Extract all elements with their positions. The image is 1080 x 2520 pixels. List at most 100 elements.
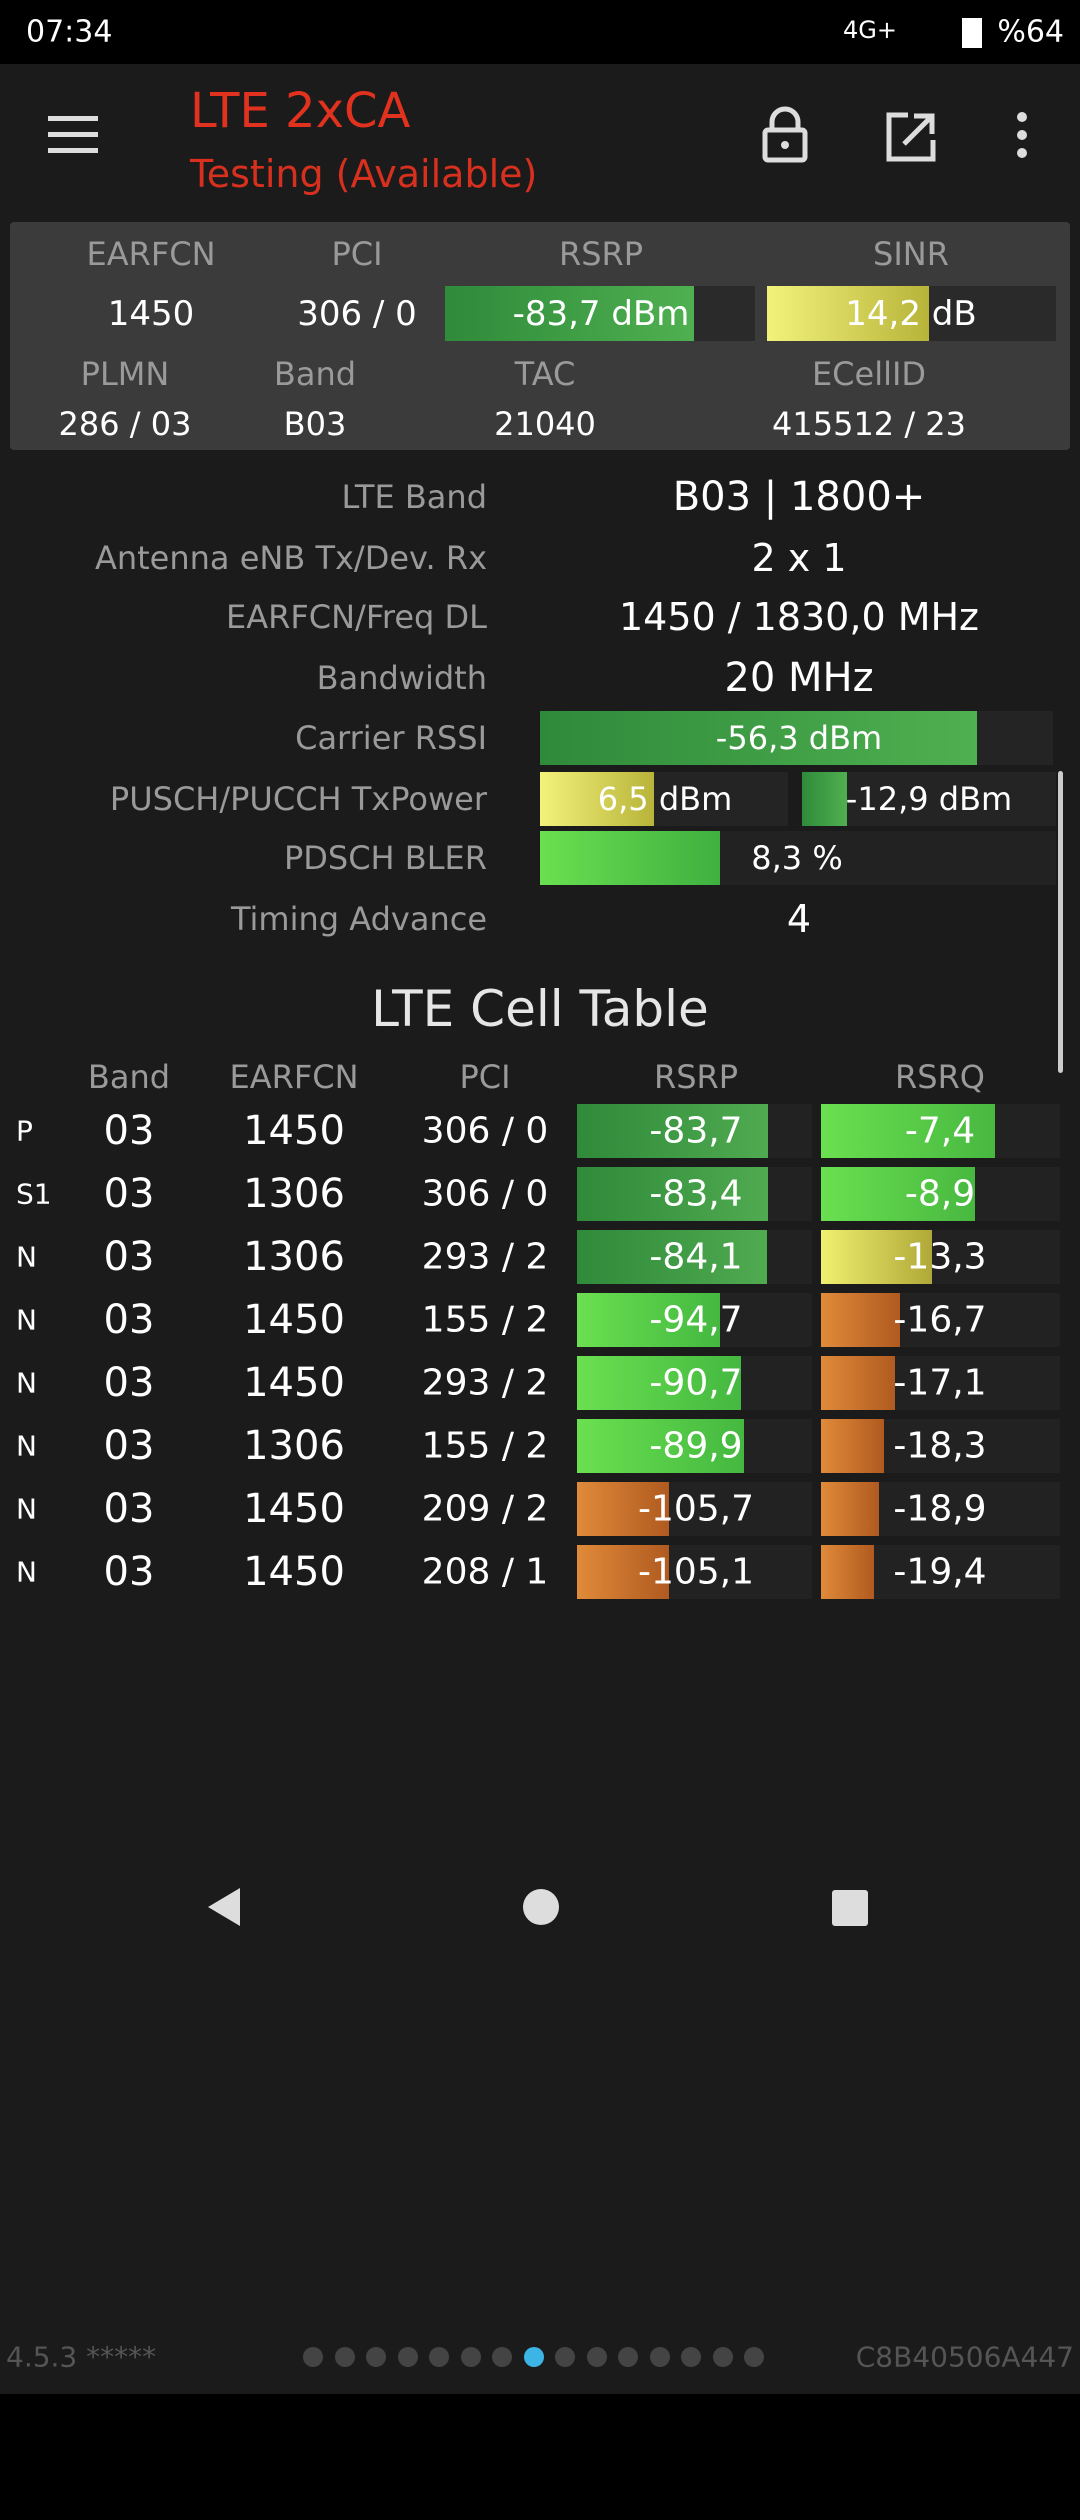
app-bar [0,64,1080,214]
page-dot[interactable] [429,2347,449,2367]
detail-label: Carrier RSSI [295,719,487,757]
cell-rsrq: -8,9 [904,1173,976,1215]
status-bar [0,0,1080,64]
recents-button[interactable] [830,1888,870,1928]
back-button[interactable] [204,1886,244,1928]
table-header: PCI [459,1058,511,1096]
detail-value: B03 | 1800+ [672,474,926,520]
cell-type: P [16,1114,33,1148]
rsrp-bar [445,286,694,341]
more-button[interactable] [1012,110,1032,160]
cell-band: 03 [103,1360,155,1406]
summary-header: PLMN [80,355,170,393]
status-battery: %64 [997,14,1064,50]
summary-value: B03 [283,405,347,443]
rsrq-bar [821,1482,879,1536]
cell-rsrp: -84,1 [649,1236,743,1278]
detail-label: PDSCH BLER [283,839,487,877]
detail-label: EARFCN/Freq DL [226,598,487,636]
cell-band: 03 [103,1234,155,1280]
table-header: RSRP [653,1058,739,1096]
summary-header: TAC [514,355,576,393]
page-dot[interactable] [303,2347,323,2367]
page-dot[interactable] [334,2347,355,2367]
summary-value: 14,2 dB [845,294,977,334]
rsrq-bar [821,1545,874,1599]
summary-header: SINR [873,235,949,273]
detail-label: Bandwidth [316,659,487,697]
cell-rsrp: -89,9 [649,1425,743,1467]
page-dot[interactable] [366,2347,386,2367]
cell-pci: 209 / 2 [421,1488,549,1530]
page-dot[interactable] [492,2347,512,2367]
cell-pci: 306 / 0 [421,1110,549,1152]
pusch-bar [540,772,654,826]
app-subtitle: Testing (Available) [190,152,538,196]
summary-value: 1450 [107,294,195,334]
cell-band: 03 [103,1297,155,1343]
rsrq-bar [821,1230,932,1284]
cell-type: S1 [16,1177,52,1211]
cell-rsrp: -94,7 [649,1299,743,1341]
summary-header: PCI [331,235,383,273]
table-header: Band [87,1058,171,1096]
page-dot[interactable] [586,2347,607,2367]
lock-button[interactable] [760,106,810,164]
cell-rsrq: -13,3 [893,1236,987,1278]
detail-value: 8,3 % [751,839,843,877]
cell-type: N [16,1429,37,1463]
menu-button[interactable] [46,114,100,154]
detail-label: Antenna eNB Tx/Dev. Rx [94,539,487,577]
rsrq-bar [821,1356,895,1410]
status-time: 07:34 [26,14,113,50]
page-dot[interactable] [712,2347,733,2367]
app-title: LTE 2xCA [190,83,411,139]
summary-value: 286 / 03 [58,405,192,443]
cell-band: 03 [103,1423,155,1469]
cell-type: N [16,1366,37,1400]
summary-header: EARFCN [86,235,216,273]
cell-earfcn: 1450 [243,1549,345,1595]
page-dot[interactable] [523,2347,544,2367]
cell-type: N [16,1303,37,1337]
summary-header: Band [273,355,357,393]
page-dot[interactable] [618,2347,638,2367]
cell-pci: 306 / 0 [421,1173,549,1215]
table-header: EARFCN [229,1058,359,1096]
summary-value: -83,7 dBm [512,294,690,334]
rsrp-bar [577,1293,720,1347]
cell-rsrq: -18,9 [893,1488,987,1530]
cell-earfcn: 1306 [243,1234,345,1280]
page-dot[interactable] [555,2347,575,2367]
detail-label: PUSCH/PUCCH TxPower [109,780,487,818]
scrollbar [1058,771,1063,1073]
detail-value: 6,5 dBm [597,780,733,818]
rsrp-bar [577,1545,669,1599]
cell-pci: 155 / 2 [421,1425,549,1467]
cell-earfcn: 1306 [243,1423,345,1469]
bler-bar [540,831,720,885]
home-button[interactable] [521,1886,561,1928]
cell-earfcn: 1450 [243,1360,345,1406]
detail-value: 20 MHz [724,655,874,701]
app-version: 4.5.3 ***** [6,2340,157,2374]
cell-pci: 293 / 2 [421,1362,549,1404]
cell-earfcn: 1306 [243,1171,345,1217]
summary-value: 21040 [494,405,596,443]
cell-type: N [16,1240,37,1274]
page-dot[interactable] [397,2347,418,2367]
rsrq-bar [821,1167,975,1221]
page-dot[interactable] [681,2347,701,2367]
page-dot[interactable] [649,2347,670,2367]
page-dot[interactable] [744,2347,764,2367]
cell-rsrq: -7,4 [904,1110,976,1152]
nav-bar [0,2394,1080,2520]
cell-pci: 208 / 1 [421,1551,549,1593]
open-button[interactable] [884,110,938,164]
cell-rsrq: -19,4 [893,1551,987,1593]
page-dot[interactable] [460,2347,481,2367]
cell-rsrp: -83,7 [649,1110,743,1152]
cell-band: 03 [103,1108,155,1154]
